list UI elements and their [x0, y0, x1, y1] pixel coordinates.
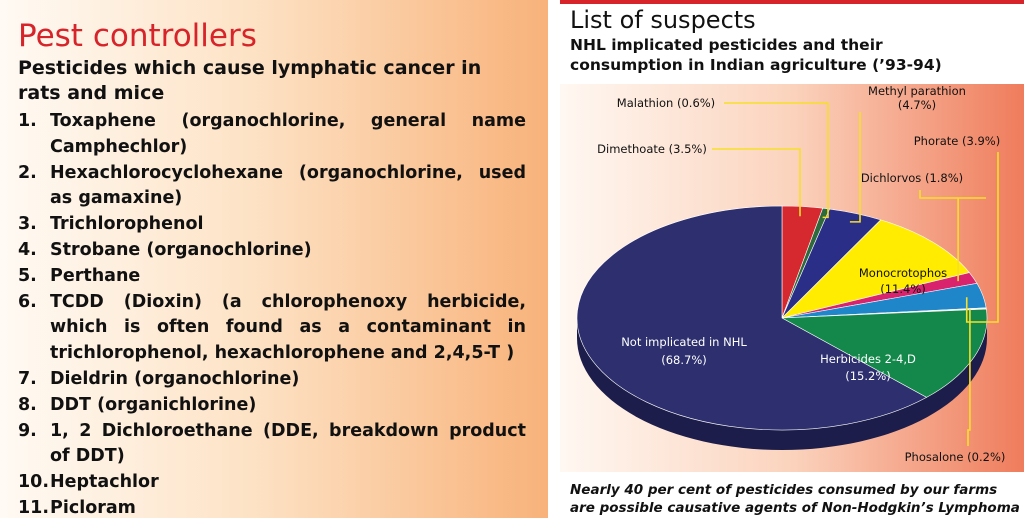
item-text: Trichlorophenol	[50, 214, 204, 235]
item-number: 5.	[18, 265, 37, 286]
item-text: TCDD (Dioxin) (a chlorophenoxy herbicide…	[50, 291, 526, 364]
item-number: 7.	[18, 368, 37, 389]
left-panel: Pest controllers Pesticides which cause …	[0, 0, 548, 518]
item-text: 1, 2 Dichloroethane (DDE, breakdown prod…	[50, 420, 526, 467]
leader-line	[967, 309, 971, 446]
list-item: 6. TCDD (Dioxin) (a chlorophenoxy herbici…	[18, 290, 526, 367]
item-text: Hexachlorocyclohexane (organochlorine, u…	[50, 162, 526, 209]
item-number: 1.	[18, 111, 37, 131]
panel-title: Pest controllers	[18, 18, 257, 54]
item-number: 6.	[18, 291, 37, 312]
slice-label: Monocrotophos (11.4%)	[859, 266, 947, 296]
top-bar	[560, 0, 1024, 4]
value-label: (3.5%)	[665, 142, 707, 156]
list-item: 7. Dieldrin (organochlorine)	[18, 367, 526, 393]
item-text: Strobane (organochlorine)	[50, 239, 312, 260]
slice-label: Methyl parathion (4.7%)	[868, 84, 966, 112]
leader-line	[849, 112, 861, 223]
list-item: 3. Trichlorophenol	[18, 212, 526, 238]
pie-slice	[576, 205, 928, 431]
pie-side	[577, 318, 987, 450]
item-text: Dieldrin (organochlorine)	[50, 368, 300, 389]
item-number: 2.	[18, 162, 37, 183]
item-text: DDT (organichlorine)	[50, 394, 257, 415]
list-item: 11. Picloram	[18, 496, 526, 522]
list-item: 10. Heptachlor	[18, 470, 526, 496]
value-label: (15.2%)	[845, 369, 891, 383]
value-label: (4.7%)	[898, 98, 936, 112]
value-label: (11.4%)	[880, 282, 926, 296]
value-label: (0.2%)	[964, 450, 1006, 464]
slice-label: Dichlorvos (1.8%)	[861, 171, 963, 185]
value-label: (1.8%)	[921, 171, 963, 185]
chart-subtitle: NHL implicated pesticides and their consu…	[570, 36, 942, 74]
category-label: Methyl parathion	[868, 84, 966, 98]
item-number: 8.	[18, 394, 37, 415]
item-text: Toxaphene (organochlorine, general name …	[50, 111, 526, 157]
list-item: 4. Strobane (organochlorine)	[18, 238, 526, 264]
item-number: 3.	[18, 214, 37, 235]
pesticide-list: 1. Toxaphene (organochlorine, general nam…	[18, 109, 526, 522]
leader-line	[724, 102, 829, 219]
leader-line	[965, 152, 999, 323]
list-item: 5. Perthane	[18, 264, 526, 290]
value-label: (0.6%)	[673, 96, 715, 110]
category-label: Phosalone	[905, 450, 964, 464]
slice-label: Phorate (3.9%)	[914, 134, 1000, 148]
item-text: Perthane	[50, 265, 141, 286]
pie-slice	[781, 219, 970, 319]
list-item: 2. Hexachlorocyclohexane (organochlorine,…	[18, 161, 526, 213]
slice-label: Dimethoate (3.5%)	[597, 142, 707, 156]
list-item: 9. 1, 2 Dichloroethane (DDE, breakdown pr…	[18, 419, 526, 471]
item-number: 11.	[18, 497, 50, 518]
category-label: Malathion	[617, 96, 674, 110]
leader-line	[919, 190, 986, 282]
item-number: 4.	[18, 239, 37, 260]
chart-caption: Nearly 40 per cent of pesticides consume…	[570, 482, 1020, 516]
slice-label: Malathion (0.6%)	[617, 96, 715, 110]
pie-slice	[780, 308, 988, 398]
value-label: (3.9%)	[958, 134, 1000, 148]
list-item: 8. DDT (organichlorine)	[18, 393, 526, 419]
slice-label: Herbicides 2-4,D (15.2%)	[820, 352, 916, 383]
list-item: 1. Toxaphene (organochlorine, general nam…	[18, 109, 526, 161]
category-label: Not implicated in NHL	[621, 335, 747, 349]
item-text: Picloram	[50, 497, 136, 518]
category-label: Herbicides 2-4,D	[820, 352, 916, 366]
chart: List of suspects Nearly 40 per cent of p…	[560, 0, 1024, 516]
item-number: 10.	[18, 472, 50, 493]
slice-label: Not implicated in NHL (68.7%)	[621, 335, 747, 367]
category-label: Dimethoate	[597, 142, 665, 156]
chart-title: List of suspects	[570, 6, 756, 34]
slice-label: Phosalone (0.2%)	[905, 450, 1006, 464]
category-label: Phorate	[914, 134, 959, 148]
item-number: 9.	[18, 420, 37, 441]
category-label: Monocrotophos	[859, 266, 947, 280]
category-label: Dichlorvos	[861, 171, 921, 185]
panel-subtitle: Pesticides which cause lymphatic cancer …	[18, 57, 482, 104]
leader-line	[712, 148, 801, 217]
value-label: (68.7%)	[661, 353, 707, 367]
item-text: Heptachlor	[50, 472, 159, 493]
